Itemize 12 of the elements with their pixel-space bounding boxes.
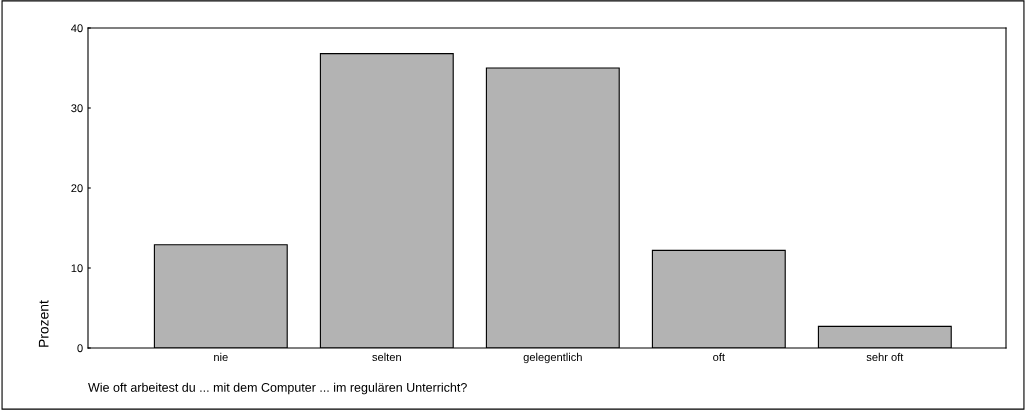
x-tick-label: sehr oft [866,352,904,362]
y-tick-label: 10 [71,264,83,273]
x-tick-label: gelegentlich [523,352,582,364]
y-tick-label: 20 [71,184,83,193]
y-tick-label: 40 [71,24,83,33]
x-tick-label: nie [214,352,228,362]
x-axis-title: Wie oft arbeitest du ... mit dem Computer ... im regulären Unterricht? [88,382,467,395]
x-tick-label: oft [713,352,725,362]
y-axis-title: Prozent [38,300,49,347]
y-tick-label: 30 [71,104,83,113]
x-tick-label: selten [372,352,401,362]
y-tick-label: 0 [77,344,83,353]
